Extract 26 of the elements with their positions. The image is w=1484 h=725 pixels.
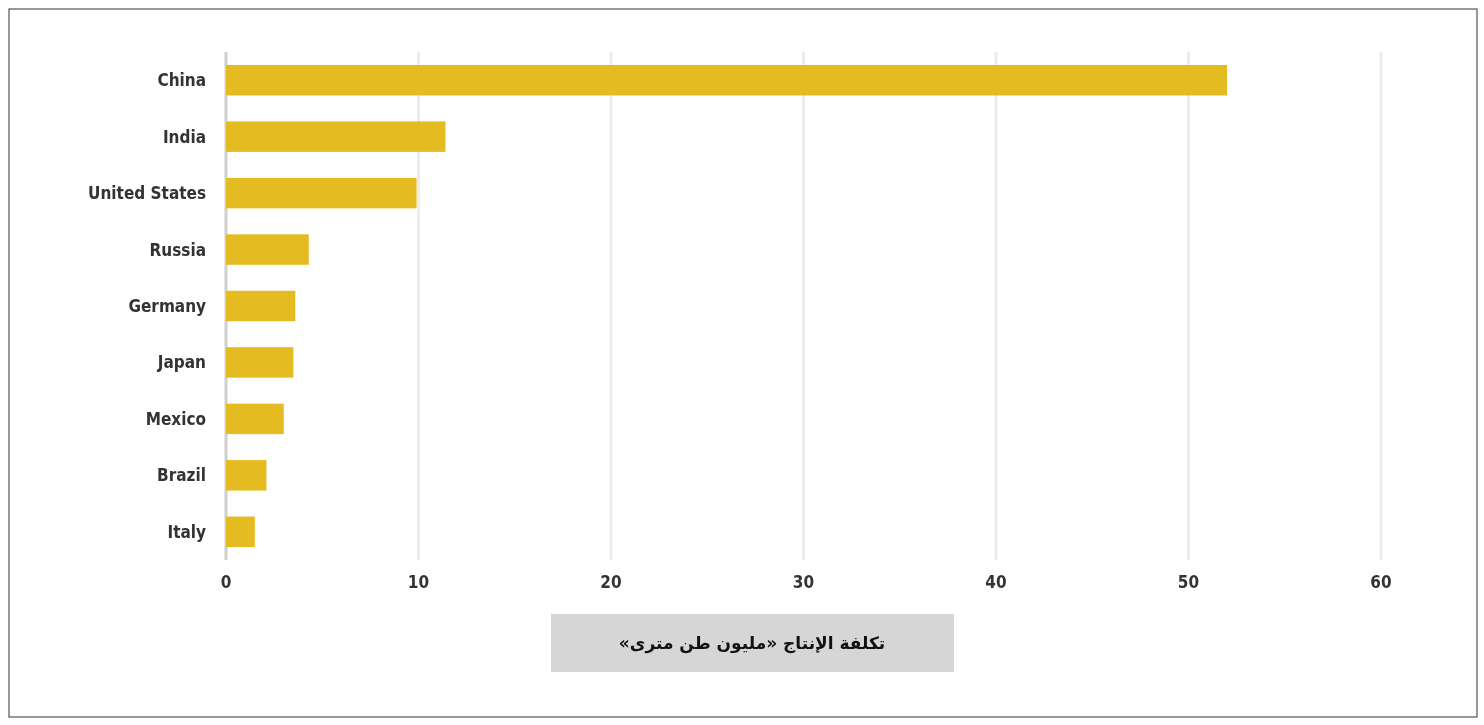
x-tick-label: 60	[1370, 572, 1392, 592]
bar	[226, 460, 267, 491]
bar	[226, 64, 1227, 96]
bar	[226, 290, 296, 322]
y-tick-label: Germany	[128, 295, 207, 316]
y-tick-label: China	[157, 70, 206, 91]
bar	[226, 516, 255, 548]
bar	[226, 234, 309, 265]
y-tick-label: India	[162, 126, 206, 147]
bar	[226, 403, 284, 435]
y-tick-label: Brazil	[157, 465, 206, 486]
y-tick-label: United States	[88, 183, 206, 204]
bar	[226, 177, 417, 209]
y-tick-label: Mexico	[145, 408, 206, 429]
y-tick-label: Italy	[167, 521, 207, 542]
bar	[226, 121, 446, 152]
x-tick-label: 50	[1177, 572, 1200, 592]
x-tick-label: 30	[792, 572, 815, 592]
bar	[226, 347, 294, 378]
y-tick-label: Russia	[149, 239, 206, 260]
x-tick-label: 0	[220, 572, 232, 592]
y-tick-label: Japan	[156, 352, 206, 373]
x-axis-title: تكلفة الإنتاج «مليون طن مترى»	[618, 632, 886, 654]
x-tick-label: 10	[407, 572, 430, 592]
x-tick-label: 40	[985, 572, 1007, 592]
x-tick-label: 20	[600, 572, 622, 592]
